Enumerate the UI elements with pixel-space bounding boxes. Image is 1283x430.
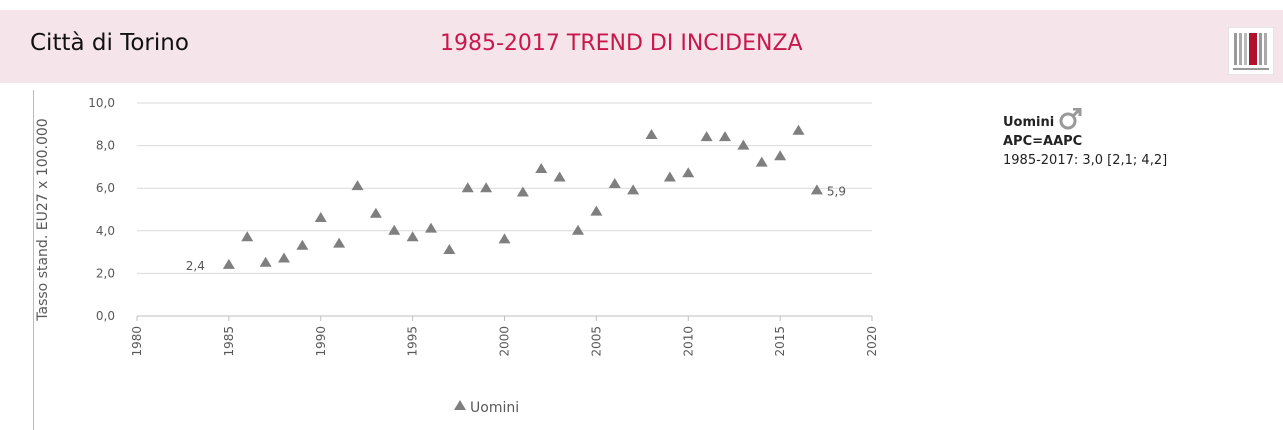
data-point (333, 237, 346, 248)
data-point (535, 163, 548, 174)
divider (33, 90, 34, 430)
x-tick-label: 2015 (773, 326, 787, 357)
data-point (645, 128, 658, 139)
y-tick-label: 10,0 (88, 96, 115, 110)
page-title: Città di Torino (30, 30, 189, 56)
data-point (590, 205, 603, 216)
legend-label: Uomini (470, 400, 519, 416)
y-tick-label: 0,0 (96, 309, 115, 323)
data-point (388, 224, 401, 235)
data-point (553, 171, 566, 182)
x-tick-label: 2005 (589, 326, 603, 357)
model-label: APC=AAPC (1003, 134, 1083, 149)
y-tick-label: 4,0 (96, 224, 115, 238)
data-point (406, 231, 419, 242)
x-tick-label: 2000 (498, 326, 512, 357)
data-point (222, 258, 235, 269)
header-band (0, 10, 1283, 83)
chart: 0,0 2,0 4,0 6,0 8,0 10,0 1980 1985 1990 1995 2000 2… (35, 96, 879, 416)
data-point (572, 224, 584, 235)
data-point (719, 131, 731, 142)
page-subtitle: 1985-2017 TREND DI INCIDENZA (440, 31, 803, 56)
data-point (682, 167, 695, 178)
data-point (351, 180, 364, 191)
data-point (314, 212, 327, 223)
data-point (443, 243, 456, 254)
data-point (259, 256, 272, 267)
y-tick-label: 2,0 (96, 266, 115, 280)
data-point (663, 171, 676, 182)
data-point (792, 124, 805, 135)
data-label: 2,4 (186, 259, 205, 273)
legend-marker (454, 400, 466, 410)
x-tick-label: 1980 (130, 326, 144, 357)
data-point (810, 184, 823, 195)
x-tick-label: 2010 (681, 326, 695, 357)
group-label: Uomini (1003, 115, 1055, 130)
y-axis-title: Tasso stand. EU27 x 100.000 (35, 118, 51, 321)
male-icon (1059, 107, 1082, 130)
x-tick-label: 1990 (314, 326, 328, 357)
data-point (278, 252, 290, 263)
data-point (425, 222, 437, 233)
data-label: 5,9 (827, 184, 846, 198)
logo (1228, 27, 1274, 75)
estimate-label: 1985-2017: 3,0 [2,1; 4,2] (1003, 153, 1168, 168)
data-point (627, 184, 640, 195)
data-point (774, 150, 787, 161)
data-point (241, 231, 254, 242)
data-point (296, 239, 309, 250)
x-tick-label: 1985 (222, 326, 236, 357)
data-point (700, 131, 713, 142)
data-point (369, 207, 382, 218)
data-point (516, 186, 529, 197)
x-tick-label: 1995 (406, 326, 420, 357)
data-point (737, 139, 750, 150)
data-point (461, 182, 474, 193)
y-tick-label: 6,0 (96, 181, 115, 195)
y-tick-label: 8,0 (96, 139, 115, 153)
data-point (480, 182, 493, 193)
x-tick-label: 2020 (865, 326, 879, 357)
data-point (498, 233, 511, 244)
info-panel: Uomini APC=AAPC 1985-2017: 3,0 [2,1; 4,2… (1003, 107, 1168, 170)
data-point (608, 177, 621, 188)
data-point (755, 156, 768, 167)
